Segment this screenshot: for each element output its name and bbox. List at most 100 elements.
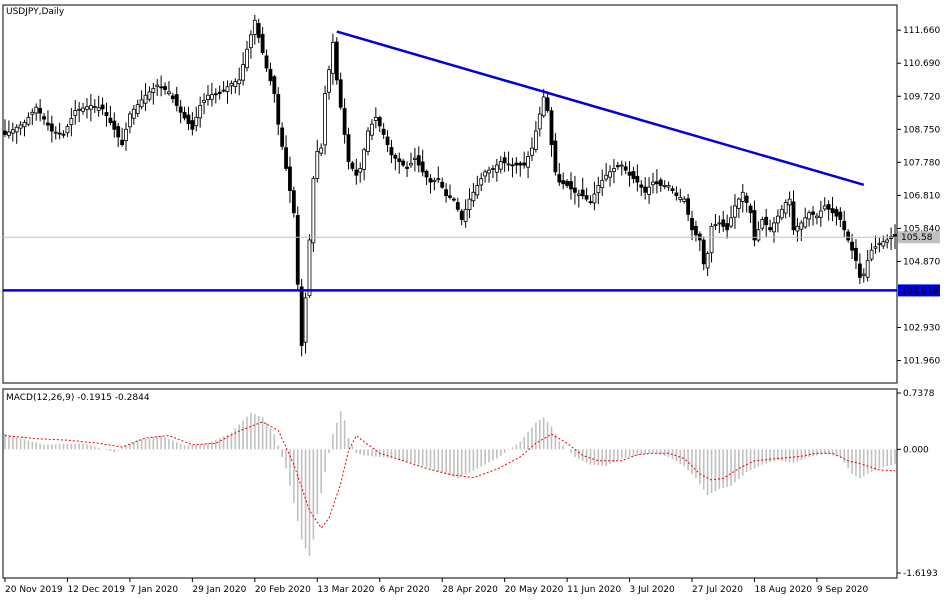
candle-body [654,181,659,185]
candle-body [764,216,769,226]
candle [639,180,644,197]
candle-body [342,108,347,135]
candle [409,152,413,168]
candle-body [740,191,745,202]
candle-body [838,211,843,220]
time-axis-label-2: 7 Jan 2020 [130,585,178,595]
candle [573,175,577,205]
candle [760,216,765,231]
candle [635,164,640,192]
candle-body [678,197,683,200]
candle-body [865,260,870,278]
candle-body [557,174,562,183]
candle-body [452,198,456,201]
candle [885,234,890,249]
candle-body [736,198,741,209]
candle-body [752,210,757,241]
candle-body [674,192,679,197]
candle-body [291,190,296,214]
candle-body [252,19,257,35]
candle-body [881,241,886,247]
candle [61,130,66,139]
candle-body [721,219,726,227]
candle [401,158,406,168]
candle [775,209,780,233]
candle [537,106,542,137]
candle-body [276,93,281,125]
candle-body [303,297,308,343]
candle [225,80,230,104]
candle-body [733,205,737,218]
candle-body [569,181,573,190]
candle-body [77,108,82,111]
candle-body [541,96,546,117]
candle-body [662,185,667,187]
candle [389,139,394,164]
candle [81,102,85,115]
candle-body [85,106,89,110]
candle-body [167,91,171,94]
price-axis-label-3: 108.750 [903,125,940,135]
candle-body [284,147,288,169]
candle-body [7,131,11,136]
candle [475,175,480,199]
candle-body [307,239,312,297]
candle [549,107,554,157]
candle [92,99,97,114]
candle-body [491,168,495,170]
candle-body [182,112,187,119]
candle-body [53,131,58,134]
candle-body [42,116,46,120]
candle-body [229,82,234,87]
candle [694,220,698,242]
candle-body [861,273,866,276]
candle-body [120,139,125,146]
candle [748,203,753,224]
candle [405,161,409,177]
candle [522,151,527,169]
candle-body [448,195,452,198]
candle [276,87,281,136]
candle-body [416,155,421,166]
candle-body [88,105,93,110]
candle [412,147,417,172]
candle-body [155,84,160,88]
candle-body [264,55,269,69]
candle-body [128,113,132,128]
candle [295,206,300,291]
candle [96,95,101,117]
candle [428,174,433,194]
candle-body [377,117,382,127]
candle-body [26,116,31,125]
candle-body [682,198,687,202]
candle-body [514,162,519,166]
candle-body [409,162,413,166]
candle-body [877,242,882,245]
candle-body [487,169,491,174]
candle-body [104,112,109,117]
candle [241,52,246,86]
candle [256,18,261,44]
candle-body [330,42,335,74]
candle [881,235,886,249]
candle [291,186,296,218]
candle-body [249,34,253,49]
candle [264,49,269,72]
candle-body [46,122,50,126]
candle [448,184,452,200]
candle [604,163,609,182]
candle-body [494,164,499,173]
candle-body [366,130,370,152]
candle-body [81,107,85,112]
symbol-label: USDJPY,Daily [6,7,65,17]
candle [768,219,772,233]
candles-group [3,14,897,357]
candle-body [412,157,417,160]
candle [471,183,476,207]
candle [596,176,601,205]
candle-body [709,225,714,254]
candle [18,121,23,136]
candle [592,181,597,211]
candle-body [467,198,472,211]
candle-body [643,186,648,193]
